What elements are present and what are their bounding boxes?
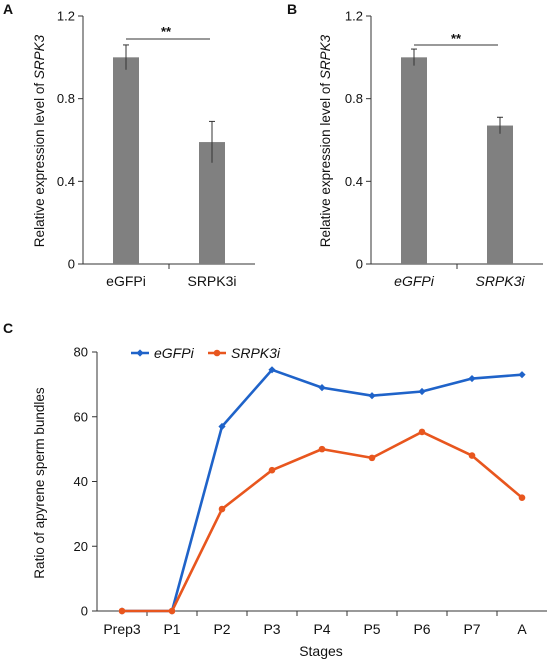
panel-c-series bbox=[118, 366, 526, 615]
panel-a-y-tick-label: 0 bbox=[68, 257, 75, 272]
panel-b-ylabel-prefix: Relative expression level of bbox=[318, 79, 333, 247]
panel-a-letter: A bbox=[3, 1, 13, 17]
panel-b-bars bbox=[401, 48, 513, 265]
panel-c-data-point bbox=[318, 384, 326, 392]
panel-a-x-category-label: SRPK3i bbox=[187, 273, 236, 289]
panel-a-bar bbox=[113, 57, 139, 265]
panel-c-data-point bbox=[218, 422, 226, 431]
panel-a-significance-label: ** bbox=[161, 24, 172, 39]
panel-c-x-category-label: A bbox=[517, 621, 527, 637]
panel-a-bars bbox=[113, 44, 225, 265]
panel-b-y-tick-label: 0.8 bbox=[345, 91, 363, 106]
panel-c-data-point bbox=[168, 607, 176, 615]
panel-c-y-tick-label: 60 bbox=[74, 409, 88, 424]
panel-c-x-category-label: P6 bbox=[413, 621, 430, 637]
panel-c-x-category-label: Prep3 bbox=[103, 621, 141, 637]
panel-a-x-categories: eGFPi SRPK3i bbox=[106, 264, 237, 289]
panel-a-x-category-label: eGFPi bbox=[106, 273, 146, 289]
panel-c-data-point bbox=[418, 387, 426, 396]
panel-c-y-tick-label: 40 bbox=[74, 474, 88, 489]
panel-c-data-point bbox=[518, 371, 526, 379]
panel-a-y-tick-label: 0.8 bbox=[57, 91, 75, 106]
panel-c-y-tick-label: 80 bbox=[74, 345, 88, 360]
panel-b-chart: B Relative expression level of SRPK3 0 0.… bbox=[287, 1, 543, 289]
panel-c-data-point bbox=[218, 505, 226, 513]
panel-a-y-tick-label: 1.2 bbox=[57, 9, 75, 24]
panel-b-y-axis-title: Relative expression level of SRPK3 bbox=[318, 34, 333, 247]
panel-c-x-axis-title: Stages bbox=[299, 643, 343, 659]
panel-b-significance-label: ** bbox=[451, 31, 462, 46]
panel-c-x-category-label: P7 bbox=[463, 621, 480, 637]
panel-c-data-point bbox=[518, 494, 526, 501]
panel-c-x-category-label: P5 bbox=[363, 621, 380, 637]
panel-c-x-category-label: P3 bbox=[263, 621, 280, 637]
panel-a-ylabel-prefix: Relative expression level of bbox=[32, 79, 47, 247]
panel-c-data-point bbox=[368, 392, 376, 400]
panel-c-y-ticks: 0 20 40 60 80 bbox=[74, 345, 97, 619]
panel-c-data-point bbox=[368, 454, 376, 462]
panel-b-letter: B bbox=[287, 1, 297, 17]
panel-c-legend: eGFPi SRPK3i bbox=[131, 345, 281, 361]
panel-c-legend-label: SRPK3i bbox=[231, 345, 281, 361]
panel-c-x-category-label: P4 bbox=[313, 621, 330, 637]
panel-c-legend-label: eGFPi bbox=[154, 345, 195, 361]
panel-b-bar bbox=[401, 57, 427, 265]
panel-b-y-tick-label: 0.4 bbox=[345, 174, 363, 189]
panel-c-data-point bbox=[318, 445, 326, 453]
panel-a-y-tick-label: 0.4 bbox=[57, 174, 75, 189]
panel-c-x-category-label: P2 bbox=[213, 621, 230, 637]
panel-a-ylabel-gene: SRPK3 bbox=[32, 34, 47, 79]
panel-b-y-tick-label: 0 bbox=[356, 257, 363, 272]
panel-c-y-axis-title: Ratio of apyrene sperm bundles bbox=[32, 387, 47, 579]
panel-b-x-category-label: SRPK3i bbox=[475, 273, 525, 289]
panel-c-y-tick-label: 20 bbox=[74, 539, 88, 554]
panel-c-series-line bbox=[122, 430, 523, 613]
panel-a-y-ticks: 0 0.4 0.8 1.2 bbox=[57, 9, 83, 272]
panel-b-bar bbox=[487, 125, 513, 265]
panel-c-data-point bbox=[268, 366, 276, 374]
panel-a-chart: A Relative expression level of SRPK3 0 0.… bbox=[3, 1, 255, 289]
panel-b-x-category-label: eGFPi bbox=[394, 273, 435, 289]
panel-c-x-category-label: P1 bbox=[163, 621, 180, 637]
panel-c-x-categories: Prep3 P1 P2 P3 P4 P5 P6 P7 A bbox=[103, 611, 527, 637]
panel-c-series-line bbox=[122, 368, 523, 613]
panel-c-data-point bbox=[468, 374, 476, 383]
panel-c-legend-swatch-marker bbox=[213, 349, 221, 357]
panel-c-data-point bbox=[418, 428, 426, 436]
panel-c-data-point bbox=[468, 452, 476, 459]
panel-c-y-tick-label: 0 bbox=[81, 604, 88, 619]
panel-c-legend-swatch-marker bbox=[136, 349, 144, 357]
panel-b-y-tick-label: 1.2 bbox=[345, 9, 363, 24]
panel-c-data-point bbox=[268, 466, 276, 474]
panel-c-letter: C bbox=[3, 320, 13, 336]
panel-a-y-axis-title: Relative expression level of SRPK3 bbox=[32, 34, 47, 247]
panel-b-y-ticks: 0 0.4 0.8 1.2 bbox=[345, 9, 371, 272]
panel-c-data-point bbox=[118, 607, 126, 615]
panel-b-ylabel-gene: SRPK3 bbox=[318, 34, 333, 79]
panel-c-chart: C Ratio of apyrene sperm bundles Stages … bbox=[3, 320, 547, 659]
panel-b-x-categories: eGFPi SRPK3i bbox=[394, 264, 525, 289]
